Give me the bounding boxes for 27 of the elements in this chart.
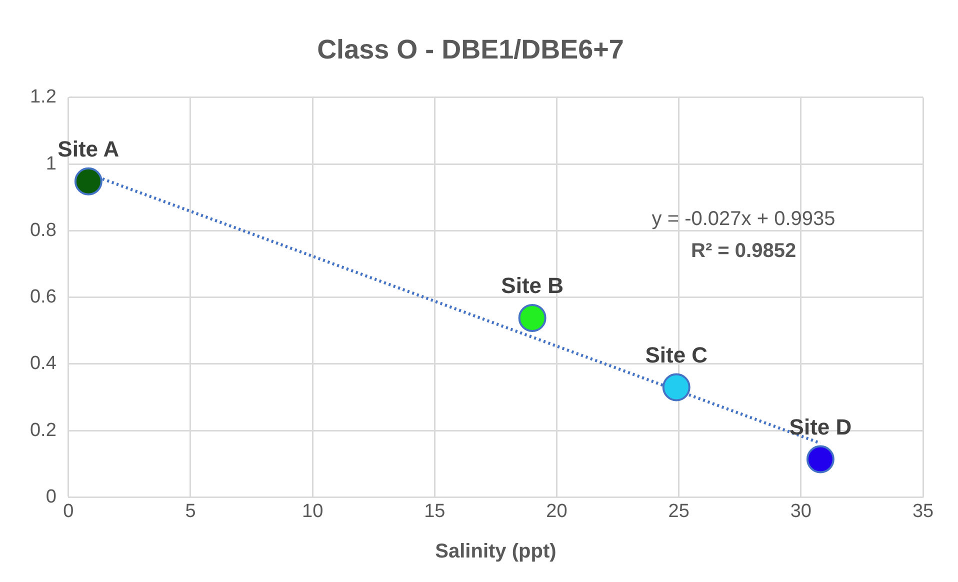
chart-title: Class O - DBE1/DBE6+7 (317, 34, 624, 65)
y-tick-label: 1 (46, 153, 56, 174)
data-label: Site A (58, 136, 120, 162)
data-label: Site D (789, 414, 852, 440)
point (518, 304, 546, 332)
y-tick-label: 0.4 (30, 353, 57, 374)
annotation: y = -0.027x + 0.9935 (652, 208, 836, 230)
y-tick-label: 0 (46, 486, 56, 508)
x-axis-title: Salinity (ppt) (435, 540, 556, 563)
point (806, 445, 834, 474)
data-label: Site B (501, 273, 564, 298)
x-tick-label: 20 (546, 500, 568, 522)
x-tick-label: 25 (668, 500, 690, 522)
x-tick-label: 15 (424, 500, 446, 522)
y-tick-label: 0.2 (30, 420, 56, 441)
point (74, 167, 102, 196)
y-tick-label: 0.8 (30, 220, 56, 241)
point (662, 373, 690, 402)
x-tick-label: 0 (63, 500, 74, 522)
x-tick-label: 35 (912, 500, 934, 522)
x-tick-label: 5 (185, 500, 196, 522)
x-tick-label: 10 (302, 500, 324, 522)
y-tick-label: 0.6 (30, 286, 56, 308)
y-tick-label: 1.2 (30, 86, 56, 108)
annotation: R² = 0.9852 (691, 240, 796, 262)
data-label: Site C (645, 342, 708, 368)
x-tick-label: 30 (790, 500, 812, 522)
